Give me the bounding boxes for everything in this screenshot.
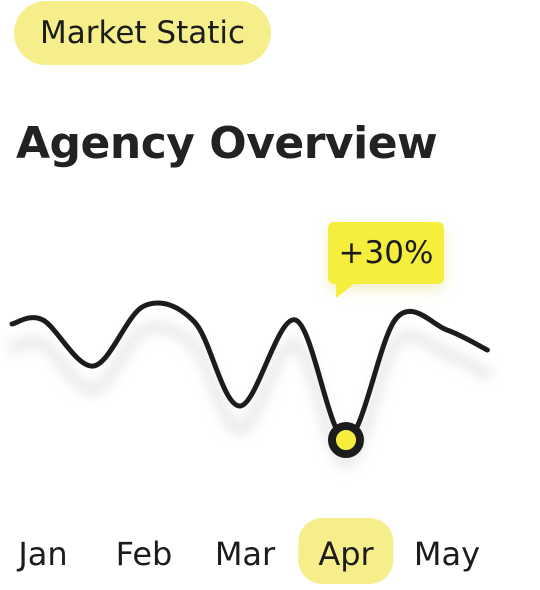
x-tick-label-feb[interactable]: Feb xyxy=(115,535,173,573)
highlight-point-marker[interactable] xyxy=(328,422,364,458)
value-tooltip: +30% xyxy=(328,222,444,298)
series-line-shadow xyxy=(7,322,492,469)
tooltip-label: +30% xyxy=(338,235,434,271)
x-axis-labels: Jan Feb Mar Apr May xyxy=(0,518,540,584)
x-tick-label-may[interactable]: May xyxy=(413,535,481,573)
x-tick-label-jan[interactable]: Jan xyxy=(18,535,68,573)
x-tick-label-apr[interactable]: Apr xyxy=(298,518,394,584)
market-static-badge: Market Static xyxy=(14,1,272,65)
x-tick-label-mar[interactable]: Mar xyxy=(214,535,276,573)
page-title: Agency Overview xyxy=(16,118,438,169)
badge-label: Market Static xyxy=(40,15,246,51)
series-line-agency xyxy=(9,300,490,443)
